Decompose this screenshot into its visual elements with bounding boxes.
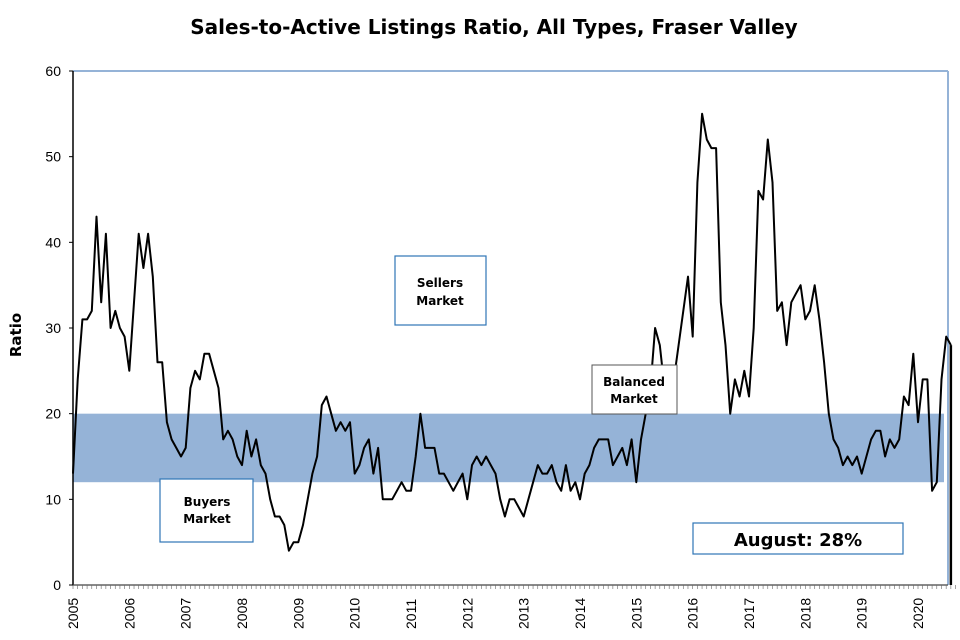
balanced-market-line2: Market	[610, 392, 658, 406]
sellers-market-line2: Market	[416, 294, 464, 308]
y-tick-label: 10	[45, 491, 61, 507]
y-tick-label: 20	[45, 406, 61, 422]
latest-value-box: August: 28%	[692, 522, 904, 555]
x-tick-label: 2017	[741, 598, 757, 629]
x-tick-label: 2019	[854, 598, 870, 629]
balanced-market-box: Balanced Market	[591, 364, 678, 415]
x-tick-label: 2009	[290, 598, 306, 629]
sellers-market-box: Sellers Market	[394, 255, 487, 326]
y-tick-label: 60	[45, 63, 61, 79]
x-tick-label: 2018	[797, 598, 813, 629]
buyers-market-box: Buyers Market	[159, 478, 254, 543]
x-tick-label: 2015	[628, 598, 644, 629]
ratio-series-line	[72, 112, 952, 552]
latest-value-label: August: 28%	[734, 530, 862, 551]
x-tick-label: 2020	[910, 598, 926, 629]
y-tick-label: 40	[45, 234, 61, 250]
x-tick-label: 2012	[459, 598, 475, 629]
x-tick-label: 2005	[65, 598, 81, 629]
x-tick-label: 2011	[403, 599, 419, 629]
y-tick-label: 50	[45, 149, 61, 165]
x-tick-label: 2013	[516, 598, 532, 629]
x-tick-label: 2008	[234, 598, 250, 629]
x-tick-label: 2016	[685, 598, 701, 629]
buyers-market-line1: Buyers	[184, 495, 231, 509]
balanced-market-band	[73, 413, 944, 483]
x-tick-label: 2010	[347, 598, 363, 629]
y-tick-label: 30	[45, 320, 61, 336]
x-tick-label: 2007	[178, 598, 194, 629]
y-tick-label: 0	[53, 577, 61, 593]
balanced-market-line1: Balanced	[603, 375, 665, 389]
chart-title: Sales-to-Active Listings Ratio, All Type…	[190, 15, 797, 39]
y-axis-label: Ratio	[7, 313, 25, 357]
buyers-market-line2: Market	[183, 512, 231, 526]
sellers-market-line1: Sellers	[417, 276, 463, 290]
x-tick-label: 2014	[572, 598, 588, 629]
x-tick-label: 2006	[121, 598, 137, 629]
